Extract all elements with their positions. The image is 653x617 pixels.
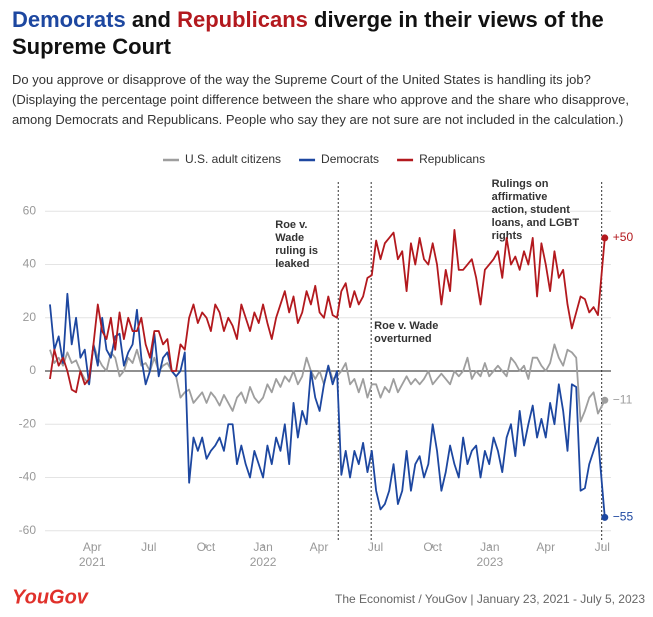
chart-title: Democrats and Republicans diverge in the… (12, 6, 642, 60)
y-tick-label: 20 (23, 310, 37, 324)
x-tick-label: Jul (141, 540, 156, 554)
legend-label: Republicans (419, 152, 485, 166)
y-tick-label: -60 (19, 523, 37, 537)
x-year-label: 2022 (250, 555, 277, 569)
end-label: −11 (613, 392, 633, 406)
annotation: overturned (374, 333, 431, 345)
y-tick-label: 40 (23, 257, 37, 271)
x-tick-label: Jul (595, 540, 610, 554)
annotation: Wade (275, 232, 304, 244)
annotation: rights (492, 230, 523, 242)
y-tick-label: 0 (29, 363, 36, 377)
x-year-label: 2021 (79, 555, 106, 569)
legend-label: Democrats (321, 152, 379, 166)
end-point (601, 234, 609, 242)
x-tick-label: Apr (536, 540, 555, 554)
end-point (601, 513, 609, 521)
x-tick-label: Jul (368, 540, 383, 554)
y-tick-label: 60 (23, 203, 37, 217)
annotation: Roe v. (275, 219, 307, 231)
annotation: Rulings on (492, 178, 549, 190)
series-line (49, 229, 606, 394)
x-tick-label: Apr (83, 540, 102, 554)
annotation: leaked (275, 258, 309, 270)
source: The Economist / YouGov | January 23, 202… (335, 592, 645, 606)
series-line (49, 343, 606, 423)
x-tick-label: Jan (480, 540, 499, 554)
logo: YouGov (12, 586, 90, 608)
title-part: Democrats (12, 7, 126, 32)
legend-label: U.S. adult citizens (185, 152, 281, 166)
annotation: loans, and LGBT (492, 217, 580, 229)
annotation: ruling is (275, 245, 318, 257)
end-label: +50 (613, 230, 634, 244)
series-line (49, 292, 606, 518)
title-part: diverge in their views of the Supreme Co… (12, 7, 604, 59)
chart-subtitle: Do you approve or disapprove of the way … (12, 72, 629, 127)
end-point (601, 396, 609, 404)
y-tick-label: -40 (19, 470, 37, 484)
x-tick-label: Apr (310, 540, 329, 554)
title-part: and (131, 7, 171, 32)
x-tick-label: Jan (253, 540, 272, 554)
annotation: Roe v. Wade (374, 320, 438, 332)
legend: U.S. adult citizens Democrats Republicans (163, 152, 485, 166)
x-tick-label: Oct (423, 540, 442, 554)
x-tick-label: Oct (197, 540, 216, 554)
title-part: Republicans (177, 7, 308, 32)
x-year-label: 2023 (476, 555, 503, 569)
end-label: −55 (613, 510, 634, 524)
y-tick-label: -20 (19, 416, 37, 430)
annotation: action, student (492, 204, 571, 216)
annotation: affirmative (492, 191, 548, 203)
